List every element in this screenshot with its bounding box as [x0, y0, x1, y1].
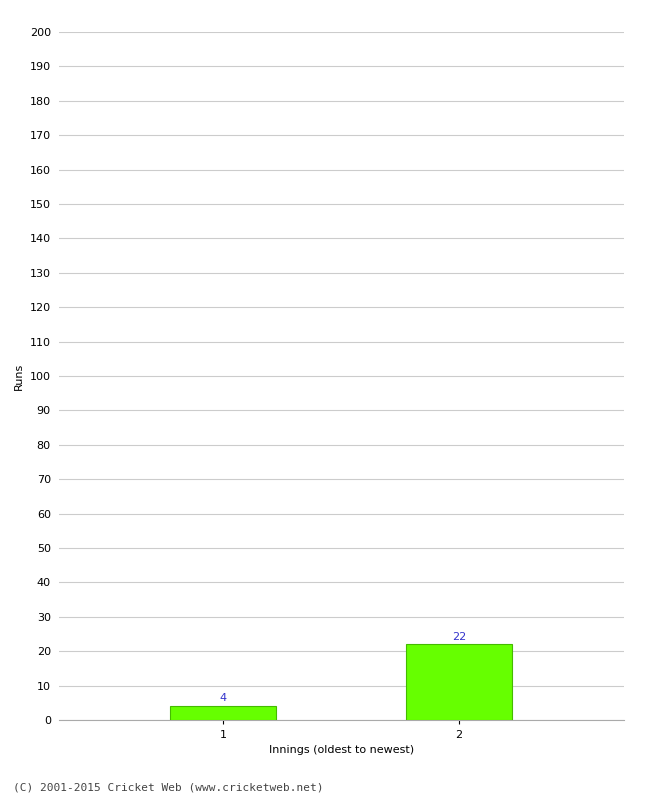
Bar	[406, 644, 512, 720]
Bar	[170, 706, 276, 720]
Text: 4: 4	[220, 694, 227, 703]
Text: 22: 22	[452, 631, 466, 642]
Text: (C) 2001-2015 Cricket Web (www.cricketweb.net): (C) 2001-2015 Cricket Web (www.cricketwe…	[13, 782, 324, 792]
X-axis label: Innings (oldest to newest): Innings (oldest to newest)	[268, 746, 414, 755]
Y-axis label: Runs: Runs	[14, 362, 24, 390]
